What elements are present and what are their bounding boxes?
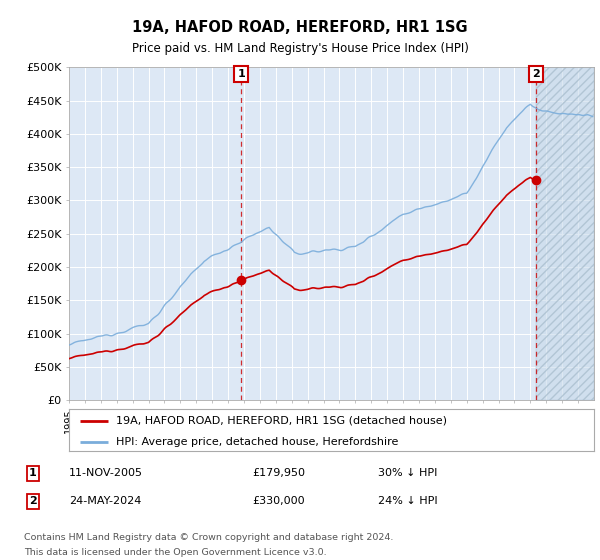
Text: Price paid vs. HM Land Registry's House Price Index (HPI): Price paid vs. HM Land Registry's House … <box>131 42 469 55</box>
Text: 19A, HAFOD ROAD, HEREFORD, HR1 1SG (detached house): 19A, HAFOD ROAD, HEREFORD, HR1 1SG (deta… <box>116 416 447 426</box>
Text: 1: 1 <box>238 69 245 79</box>
Text: This data is licensed under the Open Government Licence v3.0.: This data is licensed under the Open Gov… <box>24 548 326 557</box>
Text: 30% ↓ HPI: 30% ↓ HPI <box>378 468 437 478</box>
Text: Contains HM Land Registry data © Crown copyright and database right 2024.: Contains HM Land Registry data © Crown c… <box>24 533 394 542</box>
Text: HPI: Average price, detached house, Herefordshire: HPI: Average price, detached house, Here… <box>116 437 398 446</box>
Text: 19A, HAFOD ROAD, HEREFORD, HR1 1SG: 19A, HAFOD ROAD, HEREFORD, HR1 1SG <box>132 20 468 35</box>
Text: 2: 2 <box>532 69 539 79</box>
Text: 2: 2 <box>29 496 37 506</box>
Text: 24-MAY-2024: 24-MAY-2024 <box>69 496 142 506</box>
Text: £179,950: £179,950 <box>252 468 305 478</box>
Text: 11-NOV-2005: 11-NOV-2005 <box>69 468 143 478</box>
Text: 24% ↓ HPI: 24% ↓ HPI <box>378 496 437 506</box>
Text: 1: 1 <box>29 468 37 478</box>
Text: £330,000: £330,000 <box>252 496 305 506</box>
